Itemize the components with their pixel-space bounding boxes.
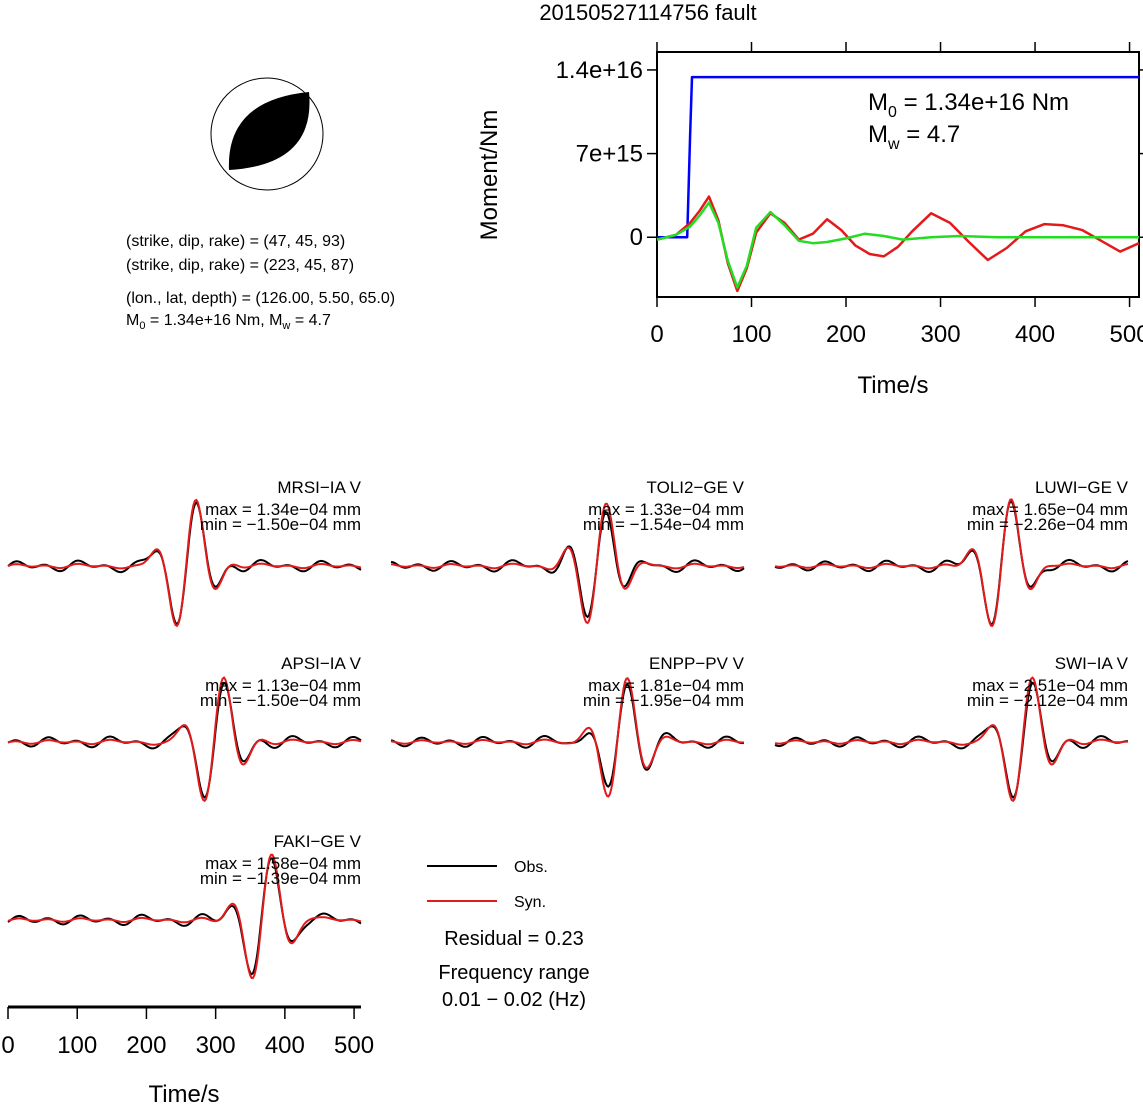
waveform-xtick-label: 100: [57, 1032, 97, 1059]
moment-xtick-label: 100: [731, 321, 771, 348]
legend-obs-label: Obs.: [514, 859, 548, 876]
waveform-station-name: LUWI−GE V: [1035, 478, 1129, 497]
moment-ytick-label: 1.4e+16: [556, 57, 643, 84]
moment-series-line-2: [656, 201, 1139, 289]
waveform-max-label: max = 2.51e−04 mm: [972, 676, 1128, 695]
waveform-max-label: max = 1.13e−04 mm: [205, 676, 361, 695]
waveform-max-label: max = 1.34e−04 mm: [205, 500, 361, 519]
moment-xtick-label: 200: [826, 321, 866, 348]
moment-plot-frame: [656, 51, 1140, 298]
waveform-max-label: max = 1.58e−04 mm: [205, 854, 361, 873]
waveform-time-axis: Time/s 0 100 200 300 400 500: [1, 1005, 374, 1104]
moment-xlabel: Time/s: [857, 372, 928, 399]
waveform-synthetic-trace: [7, 498, 362, 628]
moment-xtick-label: 0: [650, 321, 663, 348]
waveform-xtick-label: 0: [1, 1032, 14, 1059]
waveform-min-label: min = −1.50e−04 mm: [200, 515, 361, 534]
waveform-min-label: min = −1.95e−04 mm: [583, 691, 744, 710]
waveform-legend: Obs. Syn. Residual = 0.23 Frequency rang…: [427, 859, 590, 1011]
waveform-xlabel: Time/s: [148, 1081, 219, 1104]
frequency-range-title: Frequency range: [438, 962, 589, 984]
nodal-plane-1: (strike, dip, rake) = (47, 45, 93): [126, 233, 345, 250]
waveform-min-label: min = −1.54e−04 mm: [583, 515, 744, 534]
waveform-synthetic-trace: [774, 676, 1128, 803]
waveform-synthetic-trace: [7, 853, 362, 980]
moment-ytick-label: 7e+15: [576, 141, 643, 168]
waveform-min-label: min = −1.39e−04 mm: [200, 869, 361, 888]
nodal-plane-2: (strike, dip, rake) = (223, 45, 87): [126, 257, 354, 274]
moment-xtick-label: 500: [1110, 321, 1143, 348]
moment-series-line-0: [657, 75, 1139, 239]
waveform-xtick-label: 300: [196, 1032, 236, 1059]
waveform-station-name: ENPP−PV V: [649, 654, 745, 673]
waveform-min-label: min = −2.26e−04 mm: [967, 515, 1128, 534]
waveform-max-label: max = 1.33e−04 mm: [588, 500, 744, 519]
waveform-xtick-label: 200: [126, 1032, 166, 1059]
waveform-max-label: max = 1.65e−04 mm: [972, 500, 1128, 519]
waveform-station-name: SWI−IA V: [1055, 654, 1129, 673]
moment-xtick-label: 300: [921, 321, 961, 348]
moment-annotation-mw: Mw = 4.7: [868, 121, 960, 153]
focal-mechanism-beachball: [210, 77, 324, 191]
beachball-compressional-quadrant: [228, 92, 310, 170]
waveform-min-label: min = −2.12e−04 mm: [967, 691, 1128, 710]
waveform-synthetic-trace: [774, 498, 1129, 627]
moment-ytick-label: 0: [630, 224, 643, 251]
waveform-max-label: max = 1.81e−04 mm: [588, 676, 744, 695]
legend-syn-label: Syn.: [514, 894, 546, 911]
waveform-station-name: FAKI−GE V: [274, 832, 362, 851]
frequency-range-value: 0.01 − 0.02 (Hz): [442, 989, 586, 1011]
source-location: (lon., lat, depth) = (126.00, 5.50, 65.0…: [126, 290, 395, 307]
moment-xtick-label: 400: [1015, 321, 1055, 348]
waveform-min-label: min = −1.50e−04 mm: [200, 691, 361, 710]
moment-magnitude-line: M0 = 1.34e+16 Nm, Mw = 4.7: [126, 312, 331, 332]
moment-axes-group: 0 100 200 300 400 500 0 7e+15 1.4e+16: [556, 42, 1143, 348]
waveform-station-name: APSI−IA V: [281, 654, 362, 673]
figure-title: 20150527114756 fault: [539, 0, 756, 25]
moment-ylabel: Moment/Nm: [476, 110, 503, 241]
moment-series-line-1: [656, 195, 1140, 293]
waveform-station-name: MRSI−IA V: [277, 478, 361, 497]
waveform-synthetic-trace: [390, 677, 745, 798]
waveform-synthetic-trace: [7, 676, 362, 803]
moment-annotation-m0: M0 = 1.34e+16 Nm: [868, 89, 1069, 121]
waveform-xtick-label: 400: [265, 1032, 305, 1059]
waveform-station-name: TOLI2−GE V: [647, 478, 745, 497]
residual-label: Residual = 0.23: [444, 928, 584, 950]
moment-series-group: [656, 75, 1140, 293]
waveform-synthetic-trace: [390, 502, 745, 625]
waveform-xtick-label: 500: [334, 1032, 374, 1059]
waveform-observed-trace: [7, 857, 362, 976]
